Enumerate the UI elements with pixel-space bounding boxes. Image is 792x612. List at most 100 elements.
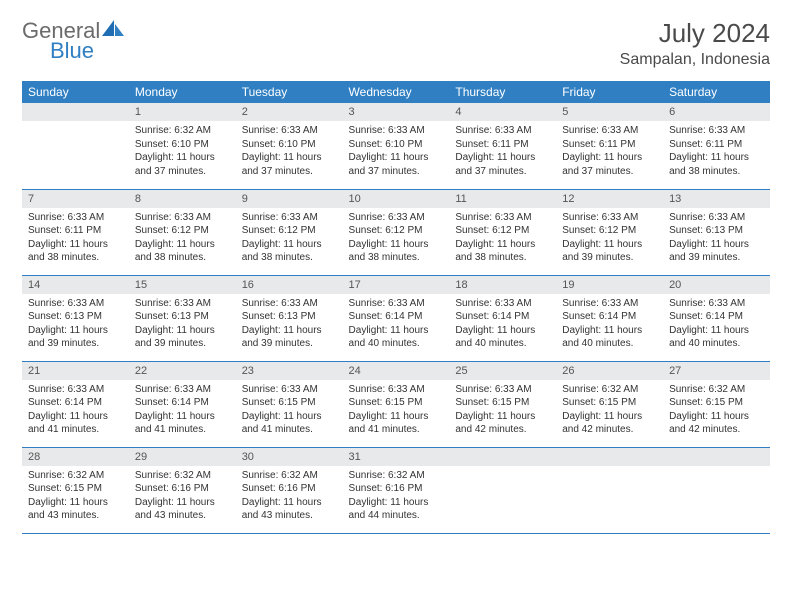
day-details: Sunrise: 6:32 AMSunset: 6:16 PMDaylight:… bbox=[343, 466, 450, 529]
day-number: 1 bbox=[129, 103, 236, 121]
calendar-cell: 29Sunrise: 6:32 AMSunset: 6:16 PMDayligh… bbox=[129, 447, 236, 533]
sunrise-text: Sunrise: 6:32 AM bbox=[349, 469, 444, 483]
brand-blue: Blue bbox=[50, 38, 94, 64]
calendar-cell: 5Sunrise: 6:33 AMSunset: 6:11 PMDaylight… bbox=[556, 103, 663, 189]
sunset-text: Sunset: 6:14 PM bbox=[28, 396, 123, 410]
sunrise-text: Sunrise: 6:32 AM bbox=[242, 469, 337, 483]
sunset-text: Sunset: 6:16 PM bbox=[242, 482, 337, 496]
calendar-cell: 25Sunrise: 6:33 AMSunset: 6:15 PMDayligh… bbox=[449, 361, 556, 447]
sunrise-text: Sunrise: 6:33 AM bbox=[242, 383, 337, 397]
sunrise-text: Sunrise: 6:33 AM bbox=[349, 211, 444, 225]
daylight-text: Daylight: 11 hours and 43 minutes. bbox=[242, 496, 337, 523]
daylight-text: Daylight: 11 hours and 41 minutes. bbox=[28, 410, 123, 437]
calendar-cell: 31Sunrise: 6:32 AMSunset: 6:16 PMDayligh… bbox=[343, 447, 450, 533]
calendar-cell bbox=[449, 447, 556, 533]
day-number: 3 bbox=[343, 103, 450, 121]
sunrise-text: Sunrise: 6:33 AM bbox=[562, 211, 657, 225]
daylight-text: Daylight: 11 hours and 38 minutes. bbox=[242, 238, 337, 265]
daylight-text: Daylight: 11 hours and 40 minutes. bbox=[669, 324, 764, 351]
day-number: 31 bbox=[343, 448, 450, 466]
day-number: 4 bbox=[449, 103, 556, 121]
day-number bbox=[22, 103, 129, 121]
sunset-text: Sunset: 6:12 PM bbox=[562, 224, 657, 238]
day-details: Sunrise: 6:32 AMSunset: 6:15 PMDaylight:… bbox=[556, 380, 663, 443]
day-details: Sunrise: 6:32 AMSunset: 6:16 PMDaylight:… bbox=[129, 466, 236, 529]
daylight-text: Daylight: 11 hours and 40 minutes. bbox=[455, 324, 550, 351]
day-number: 7 bbox=[22, 190, 129, 208]
day-details: Sunrise: 6:33 AMSunset: 6:14 PMDaylight:… bbox=[663, 294, 770, 357]
sunrise-text: Sunrise: 6:33 AM bbox=[135, 211, 230, 225]
sunrise-text: Sunrise: 6:33 AM bbox=[349, 124, 444, 138]
day-details: Sunrise: 6:33 AMSunset: 6:12 PMDaylight:… bbox=[343, 208, 450, 271]
calendar-cell: 22Sunrise: 6:33 AMSunset: 6:14 PMDayligh… bbox=[129, 361, 236, 447]
sunset-text: Sunset: 6:10 PM bbox=[135, 138, 230, 152]
calendar-cell: 19Sunrise: 6:33 AMSunset: 6:14 PMDayligh… bbox=[556, 275, 663, 361]
day-number: 23 bbox=[236, 362, 343, 380]
sunset-text: Sunset: 6:11 PM bbox=[28, 224, 123, 238]
sunrise-text: Sunrise: 6:32 AM bbox=[562, 383, 657, 397]
daylight-text: Daylight: 11 hours and 42 minutes. bbox=[455, 410, 550, 437]
daylight-text: Daylight: 11 hours and 37 minutes. bbox=[562, 151, 657, 178]
sunset-text: Sunset: 6:14 PM bbox=[562, 310, 657, 324]
calendar-cell: 30Sunrise: 6:32 AMSunset: 6:16 PMDayligh… bbox=[236, 447, 343, 533]
sunset-text: Sunset: 6:14 PM bbox=[135, 396, 230, 410]
day-details: Sunrise: 6:33 AMSunset: 6:15 PMDaylight:… bbox=[449, 380, 556, 443]
daylight-text: Daylight: 11 hours and 38 minutes. bbox=[28, 238, 123, 265]
day-details: Sunrise: 6:33 AMSunset: 6:15 PMDaylight:… bbox=[343, 380, 450, 443]
sunrise-text: Sunrise: 6:33 AM bbox=[349, 383, 444, 397]
sunset-text: Sunset: 6:13 PM bbox=[28, 310, 123, 324]
day-number: 24 bbox=[343, 362, 450, 380]
sunset-text: Sunset: 6:11 PM bbox=[669, 138, 764, 152]
sunset-text: Sunset: 6:12 PM bbox=[455, 224, 550, 238]
sunset-text: Sunset: 6:14 PM bbox=[669, 310, 764, 324]
weekday-header: Friday bbox=[556, 81, 663, 103]
day-details: Sunrise: 6:32 AMSunset: 6:10 PMDaylight:… bbox=[129, 121, 236, 184]
calendar-cell: 24Sunrise: 6:33 AMSunset: 6:15 PMDayligh… bbox=[343, 361, 450, 447]
sunrise-text: Sunrise: 6:33 AM bbox=[455, 211, 550, 225]
calendar-cell: 9Sunrise: 6:33 AMSunset: 6:12 PMDaylight… bbox=[236, 189, 343, 275]
sunrise-text: Sunrise: 6:32 AM bbox=[669, 383, 764, 397]
daylight-text: Daylight: 11 hours and 43 minutes. bbox=[28, 496, 123, 523]
day-number: 9 bbox=[236, 190, 343, 208]
day-number: 2 bbox=[236, 103, 343, 121]
sunset-text: Sunset: 6:15 PM bbox=[242, 396, 337, 410]
sunset-text: Sunset: 6:16 PM bbox=[349, 482, 444, 496]
sunrise-text: Sunrise: 6:33 AM bbox=[669, 297, 764, 311]
calendar-cell: 14Sunrise: 6:33 AMSunset: 6:13 PMDayligh… bbox=[22, 275, 129, 361]
calendar-week-row: 28Sunrise: 6:32 AMSunset: 6:15 PMDayligh… bbox=[22, 447, 770, 533]
day-number bbox=[556, 448, 663, 466]
day-number: 5 bbox=[556, 103, 663, 121]
weekday-header: Wednesday bbox=[343, 81, 450, 103]
calendar-cell: 2Sunrise: 6:33 AMSunset: 6:10 PMDaylight… bbox=[236, 103, 343, 189]
sunset-text: Sunset: 6:16 PM bbox=[135, 482, 230, 496]
sunrise-text: Sunrise: 6:33 AM bbox=[669, 124, 764, 138]
day-number: 14 bbox=[22, 276, 129, 294]
daylight-text: Daylight: 11 hours and 39 minutes. bbox=[28, 324, 123, 351]
calendar-cell: 11Sunrise: 6:33 AMSunset: 6:12 PMDayligh… bbox=[449, 189, 556, 275]
day-details: Sunrise: 6:33 AMSunset: 6:14 PMDaylight:… bbox=[556, 294, 663, 357]
sunset-text: Sunset: 6:11 PM bbox=[455, 138, 550, 152]
sunrise-text: Sunrise: 6:33 AM bbox=[562, 124, 657, 138]
day-details: Sunrise: 6:33 AMSunset: 6:12 PMDaylight:… bbox=[129, 208, 236, 271]
calendar-cell: 1Sunrise: 6:32 AMSunset: 6:10 PMDaylight… bbox=[129, 103, 236, 189]
daylight-text: Daylight: 11 hours and 38 minutes. bbox=[349, 238, 444, 265]
calendar-cell bbox=[556, 447, 663, 533]
day-details: Sunrise: 6:33 AMSunset: 6:10 PMDaylight:… bbox=[343, 121, 450, 184]
day-number: 28 bbox=[22, 448, 129, 466]
sunset-text: Sunset: 6:15 PM bbox=[28, 482, 123, 496]
day-details: Sunrise: 6:33 AMSunset: 6:12 PMDaylight:… bbox=[449, 208, 556, 271]
weekday-header: Saturday bbox=[663, 81, 770, 103]
calendar-week-row: 21Sunrise: 6:33 AMSunset: 6:14 PMDayligh… bbox=[22, 361, 770, 447]
weekday-header: Thursday bbox=[449, 81, 556, 103]
sunset-text: Sunset: 6:15 PM bbox=[669, 396, 764, 410]
sunrise-text: Sunrise: 6:33 AM bbox=[669, 211, 764, 225]
calendar-cell: 18Sunrise: 6:33 AMSunset: 6:14 PMDayligh… bbox=[449, 275, 556, 361]
day-number: 12 bbox=[556, 190, 663, 208]
header: General Blue July 2024 Sampalan, Indones… bbox=[22, 18, 770, 69]
day-details: Sunrise: 6:33 AMSunset: 6:14 PMDaylight:… bbox=[129, 380, 236, 443]
day-details: Sunrise: 6:33 AMSunset: 6:11 PMDaylight:… bbox=[663, 121, 770, 184]
sunrise-text: Sunrise: 6:33 AM bbox=[135, 297, 230, 311]
day-details: Sunrise: 6:33 AMSunset: 6:12 PMDaylight:… bbox=[556, 208, 663, 271]
sunset-text: Sunset: 6:14 PM bbox=[349, 310, 444, 324]
calendar-cell: 15Sunrise: 6:33 AMSunset: 6:13 PMDayligh… bbox=[129, 275, 236, 361]
